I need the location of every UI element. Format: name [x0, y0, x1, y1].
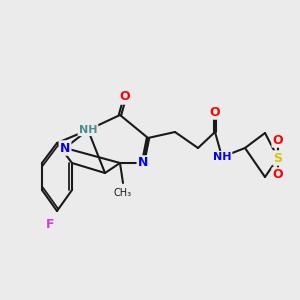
- Text: NH: NH: [213, 152, 231, 162]
- Text: N: N: [138, 157, 148, 169]
- Text: O: O: [210, 106, 220, 118]
- Text: O: O: [273, 134, 283, 146]
- Text: S: S: [274, 152, 283, 164]
- Text: O: O: [120, 91, 130, 103]
- Text: CH₃: CH₃: [114, 188, 132, 197]
- Text: N: N: [60, 142, 70, 154]
- Text: F: F: [46, 218, 54, 230]
- Text: NH: NH: [79, 125, 97, 135]
- Text: O: O: [273, 169, 283, 182]
